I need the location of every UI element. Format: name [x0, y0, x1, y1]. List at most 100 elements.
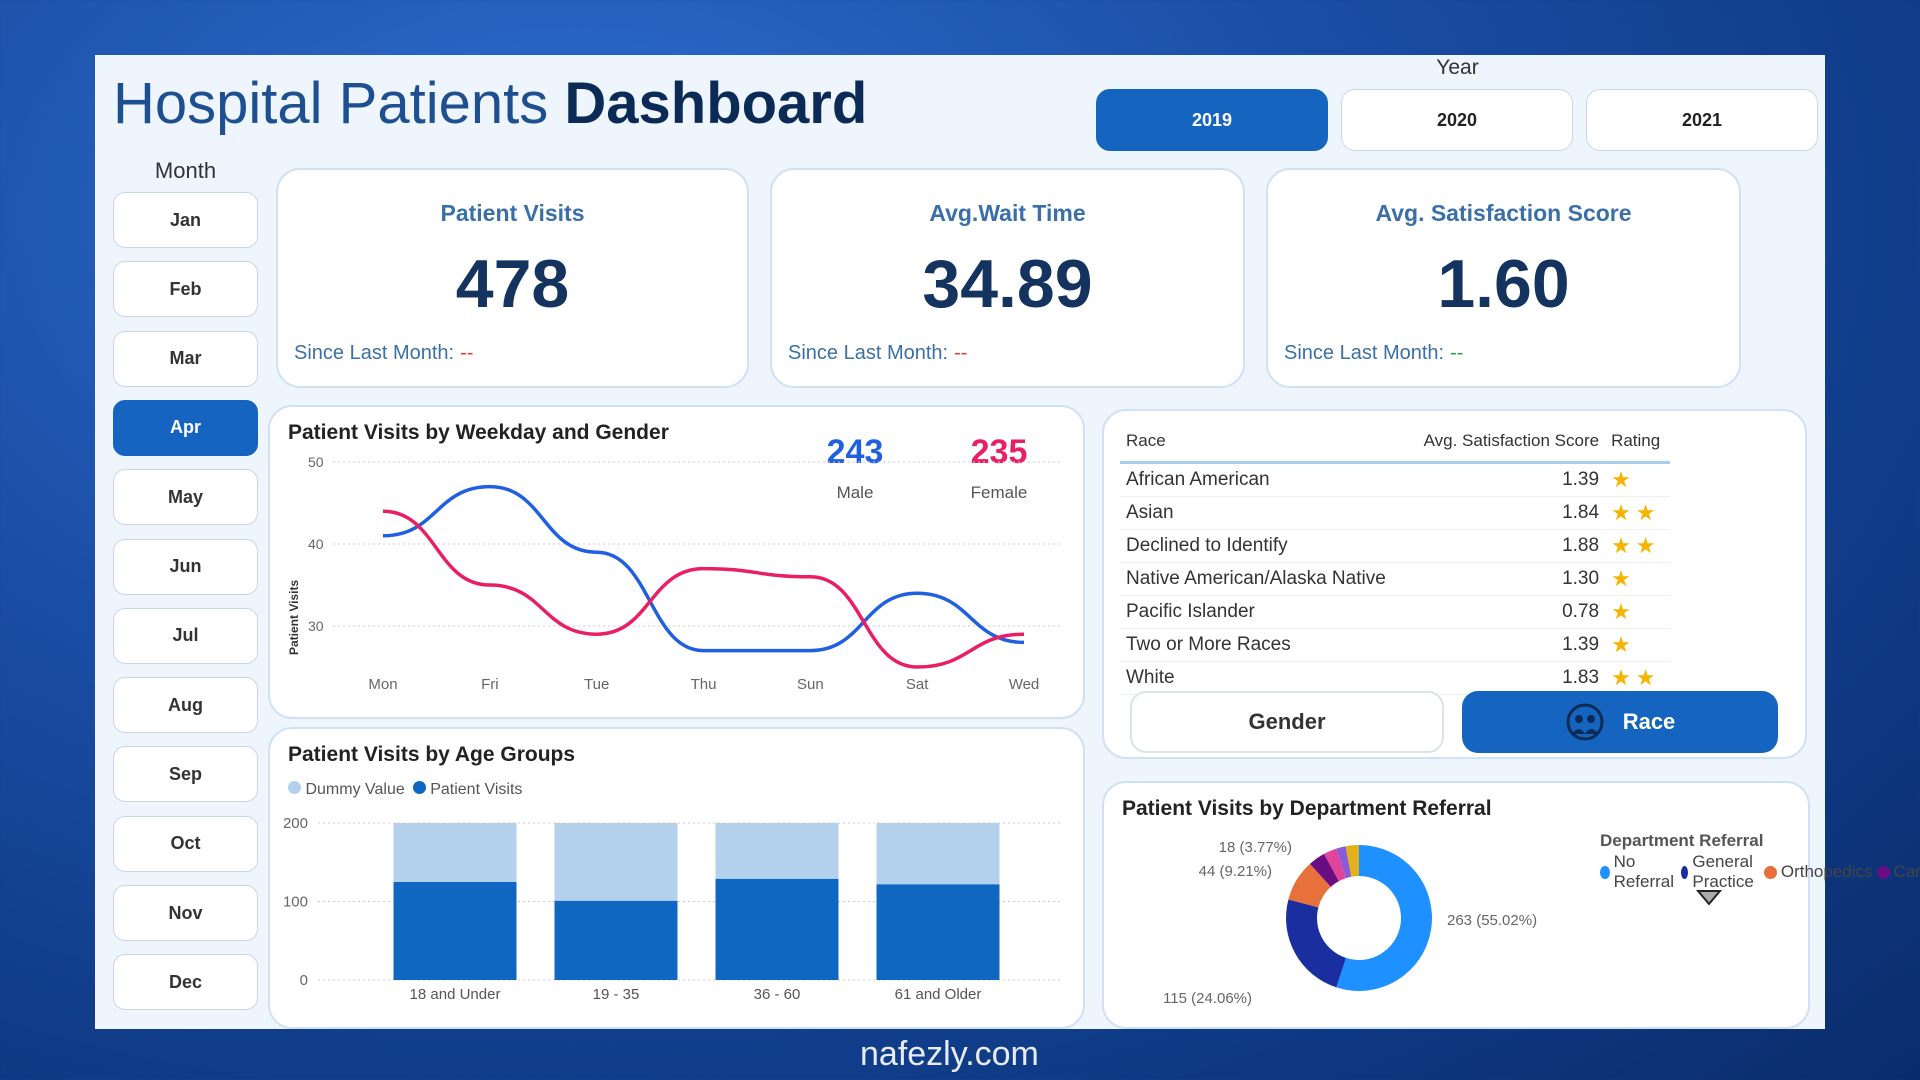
- chart-title: Patient Visits by Department Referral: [1122, 797, 1492, 820]
- star-icon: ★: [1635, 533, 1656, 558]
- table-row[interactable]: African American 1.39 ★: [1120, 462, 1670, 497]
- legend-item[interactable]: Cardiology: [1876, 855, 1920, 889]
- department-referral-donut: 263 (55.02%) 115 (24.06%) 44 (9.21%) 18 (3.…: [1163, 839, 1537, 1007]
- table-row[interactable]: White 1.83 ★ ★: [1120, 661, 1670, 695]
- kpi-value: 34.89: [922, 246, 1093, 322]
- year-button-2021[interactable]: 2021: [1586, 89, 1818, 151]
- year-button-2019[interactable]: 2019: [1096, 89, 1328, 151]
- bar-patient-visits: [876, 884, 1000, 980]
- table-row[interactable]: Two or More Races 1.39 ★: [1120, 628, 1670, 662]
- donut-slice: [1324, 848, 1346, 882]
- x-tick-label: Fri: [481, 676, 499, 693]
- year-button-2020[interactable]: 2020: [1341, 89, 1573, 151]
- x-tick-label: Sun: [797, 676, 824, 693]
- star-icon: ★: [1611, 665, 1631, 690]
- kpi-value: 1.60: [1437, 246, 1570, 322]
- data-label: 115 (24.06%): [1163, 990, 1252, 1007]
- x-tick-label: Thu: [691, 676, 717, 693]
- legend-title: Department Referral: [1600, 831, 1764, 850]
- rating-cell: ★: [1605, 595, 1670, 629]
- data-label: 44 (9.21%): [1199, 863, 1272, 880]
- month-button-aug[interactable]: Aug: [113, 677, 258, 734]
- data-label: 18 (3.77%): [1219, 839, 1292, 856]
- rating-cell: ★ ★: [1605, 661, 1670, 695]
- bar-patient-visits: [393, 881, 517, 980]
- x-tick-label: 19 - 35: [593, 986, 640, 1003]
- star-icon: ★: [1611, 599, 1631, 624]
- col-score[interactable]: Avg. Satisfaction Score: [1407, 423, 1606, 464]
- rating-cell: ★ ★: [1605, 496, 1670, 530]
- legend-item[interactable]: General Practice: [1681, 852, 1759, 891]
- col-race[interactable]: Race: [1120, 423, 1408, 464]
- month-button-oct[interactable]: Oct: [113, 815, 258, 872]
- page-title: Hospital Patients Dashboard: [113, 71, 868, 136]
- month-button-mar[interactable]: Mar: [113, 330, 258, 387]
- race-cell: Pacific Islander: [1120, 595, 1408, 629]
- bar-dummy-value: [554, 823, 678, 901]
- kpi-since: Since Last Month: --: [294, 342, 474, 364]
- y-tick-label: 40: [308, 536, 324, 552]
- legend-item[interactable]: Orthopedics: [1763, 855, 1873, 889]
- x-tick-label: Wed: [1009, 676, 1040, 693]
- table-row[interactable]: Asian 1.84 ★ ★: [1120, 496, 1670, 530]
- race-cell: Native American/Alaska Native: [1120, 562, 1408, 596]
- month-button-feb[interactable]: Feb: [113, 261, 258, 318]
- month-button-jun[interactable]: Jun: [113, 538, 258, 595]
- star-icon: ★: [1611, 632, 1631, 657]
- star-icon: ★: [1611, 533, 1631, 558]
- month-button-jul[interactable]: Jul: [113, 607, 258, 664]
- legend-scroll-down-icon[interactable]: [1695, 889, 1723, 907]
- table-row[interactable]: Pacific Islander 0.78 ★: [1120, 595, 1670, 629]
- race-cell: Two or More Races: [1120, 628, 1408, 662]
- female-total: 235: [970, 433, 1028, 471]
- race-toggle-button[interactable]: Race: [1462, 691, 1778, 753]
- donut-slice-cardiology: [1309, 853, 1339, 887]
- y-tick-label: 30: [308, 618, 324, 634]
- female-label: Female: [970, 483, 1028, 502]
- x-tick-label: Tue: [584, 676, 609, 693]
- chart-title: Patient Visits by Weekday and Gender: [288, 421, 669, 444]
- rating-cell: ★: [1605, 462, 1670, 497]
- star-icon: ★: [1611, 467, 1631, 492]
- bar-patient-visits: [715, 878, 839, 980]
- score-cell: 1.84: [1407, 496, 1606, 530]
- month-button-dec[interactable]: Dec: [113, 954, 258, 1011]
- col-rating[interactable]: Rating: [1605, 423, 1670, 464]
- donut-slice: [1336, 846, 1352, 879]
- race-table-card: Race Avg. Satisfaction Score Rating Afri…: [1102, 409, 1807, 759]
- bar-patient-visits: [554, 900, 678, 980]
- rating-cell: ★: [1605, 562, 1670, 596]
- race-cell: Asian: [1120, 496, 1408, 530]
- month-button-jan[interactable]: Jan: [113, 192, 258, 248]
- x-tick-label: 36 - 60: [754, 986, 801, 1003]
- kpi-title: Avg. Satisfaction Score: [1375, 200, 1632, 226]
- x-tick-label: Mon: [368, 676, 397, 693]
- month-button-may[interactable]: May: [113, 469, 258, 526]
- star-icon: ★: [1611, 566, 1631, 591]
- race-cell: Declined to Identify: [1120, 529, 1408, 563]
- bar-dummy-value: [393, 823, 517, 882]
- kpi-patient-visits: Patient Visits 478 Since Last Month: --: [276, 168, 749, 388]
- score-cell: 0.78: [1407, 595, 1606, 629]
- month-button-sep[interactable]: Sep: [113, 746, 258, 803]
- gender-toggle-button[interactable]: Gender: [1130, 691, 1444, 753]
- donut-slice-no-referral: [1336, 845, 1432, 991]
- x-tick-label: 18 and Under: [410, 986, 501, 1003]
- table-row[interactable]: Native American/Alaska Native 1.30 ★: [1120, 562, 1670, 596]
- table-row[interactable]: Declined to Identify 1.88 ★ ★: [1120, 529, 1670, 563]
- chart-title: Patient Visits by Age Groups: [288, 743, 576, 766]
- bar-dummy-value: [876, 823, 1000, 885]
- score-cell: 1.30: [1407, 562, 1606, 596]
- donut-slice-general-practice: [1286, 899, 1346, 988]
- legend-item-patient-visits: Patient Visits: [412, 781, 522, 799]
- weekday-gender-line-chart: Patient Visits 30 40 50 Mon Fri Tue Thu Sun Sat We…: [287, 454, 1063, 693]
- line-series-female: [382, 509, 1025, 669]
- male-label: Male: [836, 483, 874, 502]
- rating-cell: ★: [1605, 628, 1670, 662]
- legend-item[interactable]: No Referral: [1600, 852, 1677, 891]
- month-button-apr[interactable]: Apr: [113, 399, 258, 456]
- month-button-nov[interactable]: Nov: [113, 885, 258, 941]
- y-tick-label: 200: [283, 815, 308, 832]
- x-tick-label: 61 and Older: [895, 986, 982, 1003]
- kpi-since: Since Last Month: --: [1284, 342, 1464, 364]
